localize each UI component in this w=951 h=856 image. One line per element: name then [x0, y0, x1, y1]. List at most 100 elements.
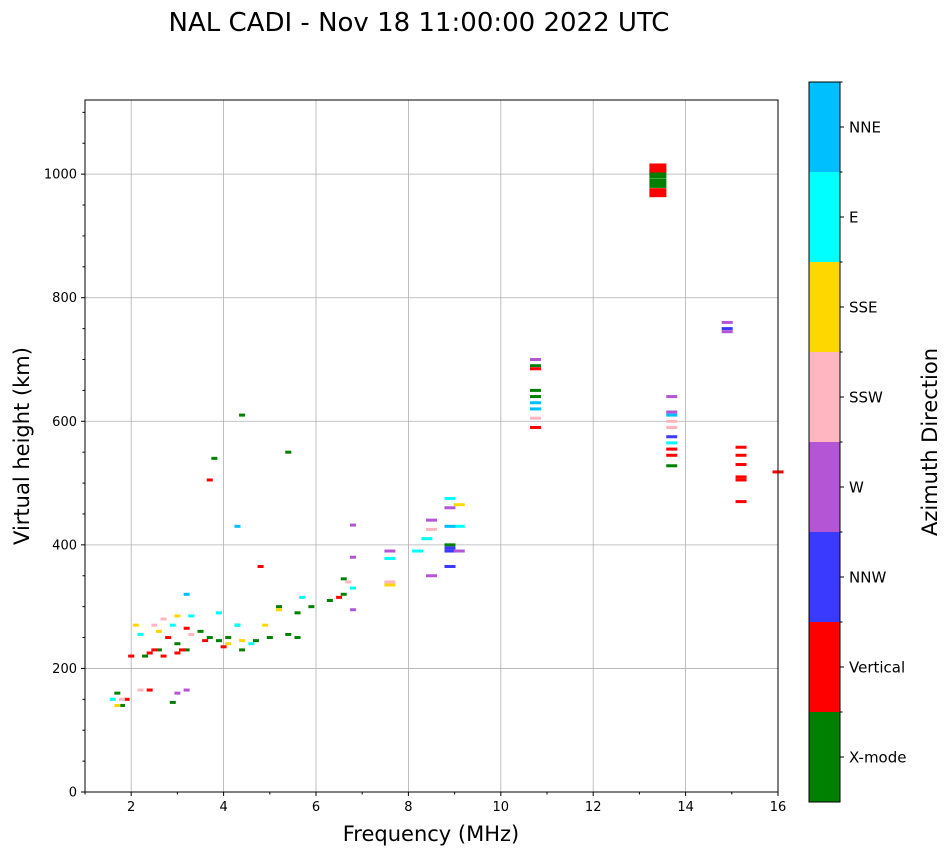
- echo-point-sse: [262, 623, 269, 627]
- echo-point-nne: [529, 407, 541, 411]
- echo-point-x-mode: [114, 691, 121, 695]
- x-tick-label: 2: [127, 800, 135, 815]
- echo-point-x-mode: [197, 629, 204, 633]
- x-tick-label: 16: [770, 800, 787, 815]
- echo-point-x-mode: [649, 169, 667, 179]
- x-tick-label: 10: [493, 800, 510, 815]
- echo-point-nnw: [666, 435, 678, 439]
- echo-point-w: [444, 506, 456, 510]
- grid-lines: [85, 100, 779, 793]
- echo-point-nnw: [444, 549, 456, 553]
- echo-point-vertical: [336, 595, 343, 599]
- echo-point-sse: [276, 608, 283, 612]
- x-tick-label: 6: [312, 800, 320, 815]
- echo-point-x-mode: [215, 639, 222, 643]
- echo-point-e: [666, 441, 678, 445]
- y-tick-label: 600: [52, 415, 77, 430]
- echo-point-vertical: [666, 447, 678, 451]
- y-tick-label: 1000: [44, 168, 77, 183]
- echo-point-nnw: [721, 327, 733, 331]
- echo-point-w: [666, 410, 678, 414]
- echo-point-x-mode: [266, 636, 273, 640]
- echo-point-ssw: [137, 688, 144, 692]
- echo-point-w: [721, 320, 733, 324]
- colorbar-label: E: [849, 209, 858, 227]
- echo-point-vertical: [735, 463, 747, 467]
- echo-point-x-mode: [294, 636, 301, 640]
- echo-point-x-mode: [239, 648, 246, 652]
- echo-point-vertical: [123, 697, 130, 701]
- echo-point-w: [453, 549, 465, 553]
- echo-point-x-mode: [285, 450, 292, 454]
- y-tick-label: 800: [52, 291, 77, 306]
- echo-point-x-mode: [529, 388, 541, 392]
- echo-point-x-mode: [444, 543, 456, 547]
- x-tick-label: 8: [404, 800, 412, 815]
- echo-point-w: [426, 574, 437, 578]
- colorbar-segment: [809, 712, 840, 802]
- colorbar-label: W: [849, 479, 864, 497]
- y-tick-label: 200: [52, 662, 77, 677]
- echo-point-sse: [239, 639, 246, 643]
- echo-point-nne: [529, 401, 541, 405]
- colorbar-segment: [809, 532, 840, 622]
- colorbar-label: X-mode: [849, 749, 906, 767]
- echo-point-vertical: [183, 626, 190, 630]
- echo-point-e: [421, 537, 433, 541]
- echo-point-nne: [183, 592, 190, 596]
- echo-point-sse: [114, 704, 121, 707]
- y-tick-label: 0: [69, 786, 77, 801]
- echo-point-sse: [155, 629, 162, 633]
- colorbar-label: NNE: [849, 119, 881, 137]
- echo-point-ssw: [426, 527, 437, 531]
- echo-point-sse: [384, 583, 396, 587]
- echo-point-vertical: [220, 645, 227, 649]
- echo-point-vertical: [735, 500, 747, 504]
- echo-point-sse: [174, 614, 181, 618]
- echo-point-x-mode: [294, 611, 301, 615]
- echo-point-vertical: [649, 188, 667, 198]
- x-tick-label: 4: [219, 800, 227, 815]
- echo-point-nnw: [444, 564, 456, 568]
- echo-point-x-mode: [276, 605, 283, 609]
- echo-point-vertical: [174, 651, 181, 655]
- echo-point-vertical: [735, 478, 747, 482]
- echo-point-sse: [132, 623, 139, 627]
- y-axis-ticks: 0 200 400 600 800 1000: [44, 111, 85, 801]
- echo-point-e: [109, 697, 116, 701]
- echo-point-vertical: [146, 688, 153, 692]
- echo-point-x-mode: [155, 648, 162, 652]
- echo-point-e: [384, 556, 396, 560]
- echo-point-e: [137, 632, 144, 636]
- echo-point-vertical: [735, 453, 747, 457]
- y-tick-label: 400: [52, 538, 77, 553]
- echo-point-e: [453, 524, 465, 528]
- colorbar-title: Azimuth Direction: [918, 348, 942, 536]
- echo-point-w: [529, 358, 541, 361]
- colorbar-label: NNW: [849, 569, 886, 587]
- echo-point-x-mode: [211, 456, 218, 460]
- echo-point-w: [384, 549, 396, 553]
- colorbar-label: SSE: [849, 299, 878, 317]
- echo-point-w: [349, 523, 356, 527]
- echo-point-x-mode: [142, 654, 149, 658]
- echo-point-vertical: [529, 425, 541, 429]
- echo-point-vertical: [179, 648, 186, 652]
- colorbar-frame: [808, 81, 841, 803]
- colorbar-segment: [809, 172, 840, 262]
- echo-point-vertical: [202, 639, 209, 643]
- data-points: [109, 163, 784, 707]
- colorbar-segment: [809, 622, 840, 712]
- colorbar-label: SSW: [849, 389, 883, 407]
- echo-point-vertical: [529, 367, 541, 371]
- echo-point-nne: [666, 413, 678, 417]
- echo-point-vertical: [735, 475, 747, 479]
- echo-point-vertical: [206, 478, 213, 482]
- colorbar-segment: [809, 442, 840, 532]
- echo-point-x-mode: [529, 364, 541, 368]
- echo-point-ssw: [160, 617, 167, 621]
- echo-point-x-mode: [666, 464, 678, 468]
- echo-point-x-mode: [206, 636, 213, 640]
- echo-point-e: [234, 623, 241, 627]
